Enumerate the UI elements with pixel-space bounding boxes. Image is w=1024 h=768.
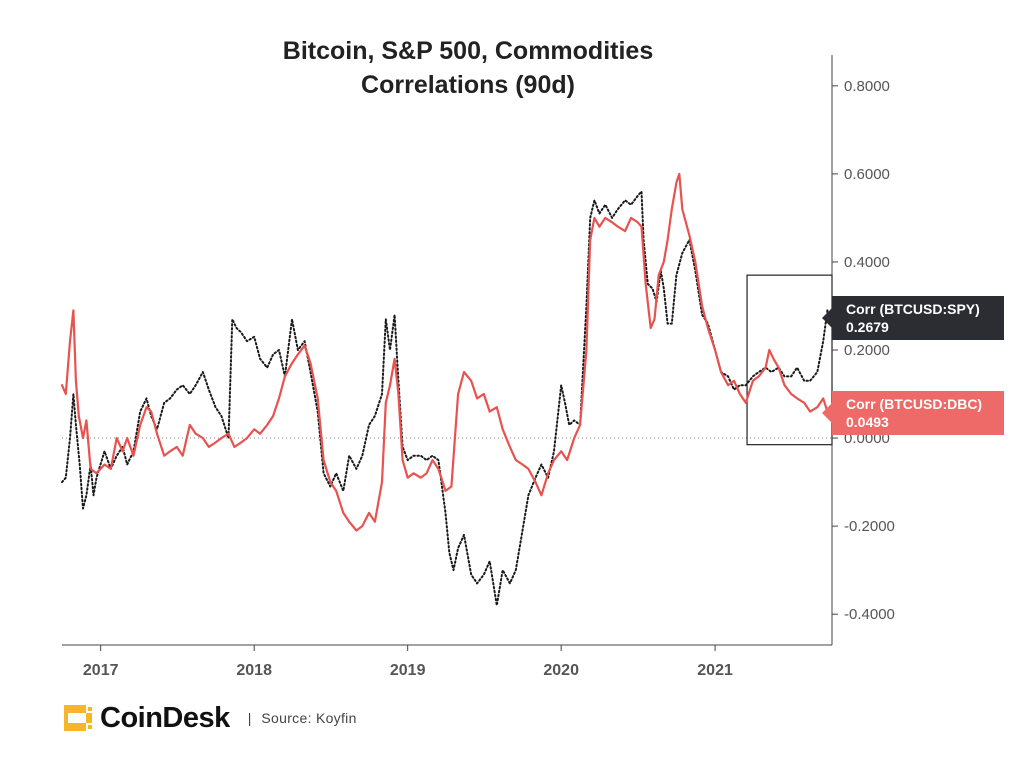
series-lines bbox=[60, 172, 831, 607]
y-tick-label: 0.2000 bbox=[844, 342, 890, 359]
x-tick-label: 2017 bbox=[83, 662, 119, 679]
spy-series-name: Corr (BTCUSD:SPY) bbox=[846, 301, 980, 317]
x-tick-label: 2019 bbox=[390, 662, 426, 679]
chart-title-line2: Correlations (90d) bbox=[361, 71, 575, 99]
dbc-series-tag: Corr (BTCUSD:DBC) 0.0493 bbox=[822, 391, 1004, 435]
y-tick-label: -0.2000 bbox=[844, 518, 895, 535]
btc-spy-line bbox=[61, 190, 831, 607]
x-axis-ticks: 2017 2018 2019 2020 2021 bbox=[83, 645, 733, 679]
x-tick-label: 2020 bbox=[543, 662, 579, 679]
spy-tag-pointer bbox=[822, 308, 832, 328]
brand-name: CoinDesk bbox=[100, 701, 230, 734]
chart-title: Bitcoin, S&P 500, Commodities Correlatio… bbox=[0, 34, 936, 102]
y-tick-label: -0.4000 bbox=[844, 606, 895, 623]
dbc-tag-pointer bbox=[822, 403, 832, 423]
highlight-rectangle bbox=[746, 274, 833, 446]
spy-series-value: 0.2679 bbox=[846, 319, 889, 335]
chart-frame bbox=[62, 55, 833, 646]
y-tick-label: 0.4000 bbox=[844, 254, 890, 271]
y-axis-ticks: 0.80000.60000.40000.20000.0000-0.2000-0.… bbox=[832, 78, 895, 623]
dbc-series-name: Corr (BTCUSD:DBC) bbox=[846, 396, 983, 412]
source-separator: | bbox=[247, 710, 252, 726]
source-label: Source: Koyfin bbox=[261, 710, 357, 726]
y-tick-label: 0.8000 bbox=[844, 78, 890, 95]
brand-footer: CoinDesk | Source: Koyfin bbox=[62, 700, 357, 736]
x-tick-label: 2021 bbox=[697, 662, 733, 679]
chart-title-line1: Bitcoin, S&P 500, Commodities bbox=[282, 37, 654, 65]
y-tick-label: 0.6000 bbox=[844, 166, 890, 183]
dbc-series-value: 0.0493 bbox=[846, 414, 889, 430]
btc-dbc-line bbox=[60, 172, 831, 532]
coindesk-logo-icon bbox=[62, 702, 94, 734]
highlight-box bbox=[746, 274, 833, 446]
spy-series-tag: Corr (BTCUSD:SPY) 0.2679 bbox=[822, 296, 1004, 340]
x-tick-label: 2018 bbox=[236, 662, 272, 679]
